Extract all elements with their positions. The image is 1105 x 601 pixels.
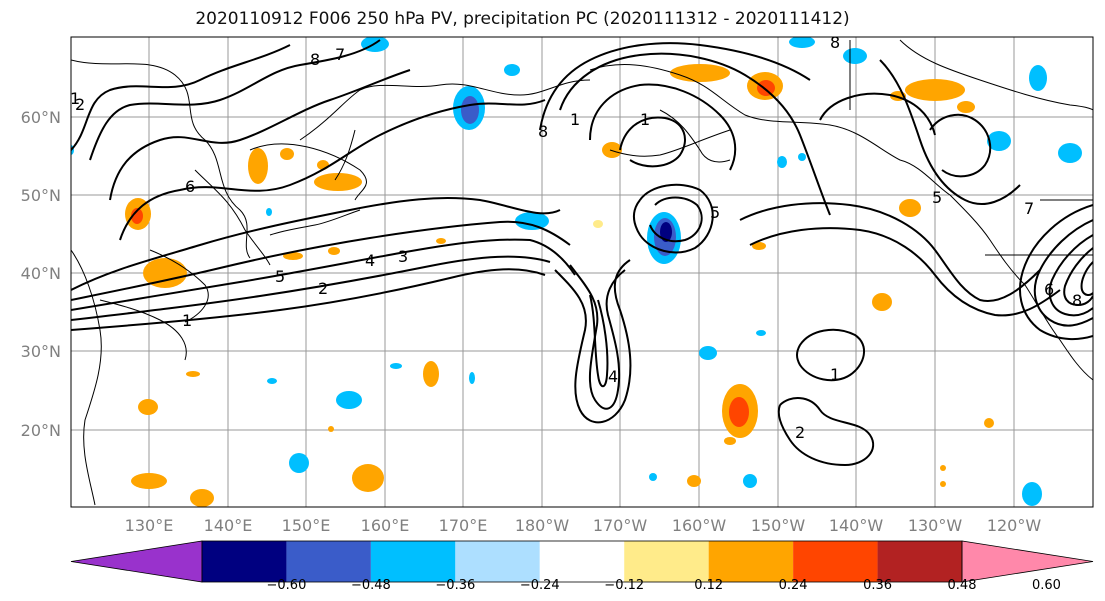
colorbar-bin bbox=[202, 541, 287, 582]
svg-text:5: 5 bbox=[710, 203, 720, 222]
contour-labels: 8 7 6 5 4 3 2 1 8 1 2 1 8 5 7 6 8 1 4 5 … bbox=[70, 33, 1082, 442]
svg-text:1: 1 bbox=[640, 110, 650, 129]
lon-label: 140°W bbox=[829, 516, 884, 535]
lon-label: 130°E bbox=[125, 516, 174, 535]
colorbar-bin bbox=[793, 541, 878, 582]
svg-text:4: 4 bbox=[365, 251, 375, 270]
svg-text:7: 7 bbox=[1024, 199, 1034, 218]
lon-label: 170°W bbox=[593, 516, 648, 535]
map-frame bbox=[70, 36, 1094, 508]
colorbar-tick-label: −0.48 bbox=[351, 578, 391, 593]
colorbar-tick-label: −0.12 bbox=[604, 578, 644, 593]
lat-label: 40°N bbox=[21, 264, 61, 283]
svg-text:7: 7 bbox=[335, 45, 345, 64]
colorbar-bin bbox=[877, 541, 962, 582]
colorbar-extend-max bbox=[961, 540, 1094, 583]
map-area bbox=[71, 37, 1093, 507]
lon-label: 180°W bbox=[515, 516, 570, 535]
lon-label: 130°W bbox=[908, 516, 963, 535]
colorbar: −0.60 −0.48 −0.36 −0.24 −0.12 0.12 0.24 0.36 0.4… bbox=[70, 540, 1094, 593]
svg-text:5: 5 bbox=[275, 267, 285, 286]
longitude-labels: 130°E 140°E 150°E 160°E 170°E 180°W 170°W 160°W… bbox=[125, 516, 1042, 535]
colorbar-bin bbox=[539, 541, 625, 582]
svg-text:1: 1 bbox=[830, 365, 840, 384]
colorbar-bin bbox=[708, 541, 794, 582]
svg-text:1: 1 bbox=[70, 89, 80, 108]
svg-text:2: 2 bbox=[75, 95, 85, 114]
colorbar-tick-label: 0.12 bbox=[694, 578, 723, 593]
lat-label: 30°N bbox=[21, 342, 61, 361]
lat-label: 20°N bbox=[21, 421, 61, 440]
svg-text:8: 8 bbox=[1072, 291, 1082, 310]
colorbar-outline bbox=[201, 540, 963, 583]
colorbar-tick-label: 0.48 bbox=[948, 578, 977, 593]
precip-shading bbox=[71, 37, 1082, 507]
colorbar-bin bbox=[624, 541, 709, 582]
colorbar-tick-label: 0.24 bbox=[779, 578, 808, 593]
svg-text:1: 1 bbox=[182, 311, 192, 330]
lat-label: 60°N bbox=[21, 108, 61, 127]
colorbar-bin bbox=[286, 541, 371, 582]
svg-text:8: 8 bbox=[310, 50, 320, 69]
svg-text:2: 2 bbox=[318, 279, 328, 298]
svg-text:1: 1 bbox=[570, 110, 580, 129]
svg-text:2: 2 bbox=[795, 423, 805, 442]
colorbar-tick-label: −0.24 bbox=[520, 578, 560, 593]
svg-text:5: 5 bbox=[932, 188, 942, 207]
colorbar-tick-label: 0.60 bbox=[1032, 578, 1061, 593]
map-title: 2020110912 F006 250 hPa PV, precipitatio… bbox=[195, 9, 850, 29]
lon-label: 150°E bbox=[282, 516, 331, 535]
svg-text:6: 6 bbox=[1044, 280, 1054, 299]
colorbar-bin bbox=[370, 541, 456, 582]
svg-text:8: 8 bbox=[830, 33, 840, 52]
colorbar-tick-label: −0.36 bbox=[435, 578, 475, 593]
lat-label: 50°N bbox=[21, 186, 61, 205]
svg-text:4: 4 bbox=[608, 367, 618, 386]
lon-label: 160°E bbox=[361, 516, 410, 535]
colorbar-tick-label: −0.60 bbox=[267, 578, 307, 593]
lon-label: 150°W bbox=[751, 516, 806, 535]
colorbar-bin bbox=[455, 541, 540, 582]
svg-text:3: 3 bbox=[398, 247, 408, 266]
lon-label: 120°W bbox=[987, 516, 1042, 535]
latitude-labels: 60°N 50°N 40°N 30°N 20°N bbox=[21, 108, 61, 440]
colorbar-tick-label: 0.36 bbox=[863, 578, 892, 593]
coastlines bbox=[71, 39, 1093, 506]
lon-label: 160°W bbox=[672, 516, 727, 535]
gridlines bbox=[71, 37, 1093, 507]
colorbar-extend-min bbox=[70, 540, 203, 583]
pv-contours bbox=[71, 39, 1093, 467]
lon-label: 140°E bbox=[204, 516, 253, 535]
svg-text:8: 8 bbox=[538, 122, 548, 141]
lon-label: 170°E bbox=[439, 516, 488, 535]
svg-text:6: 6 bbox=[185, 177, 195, 196]
